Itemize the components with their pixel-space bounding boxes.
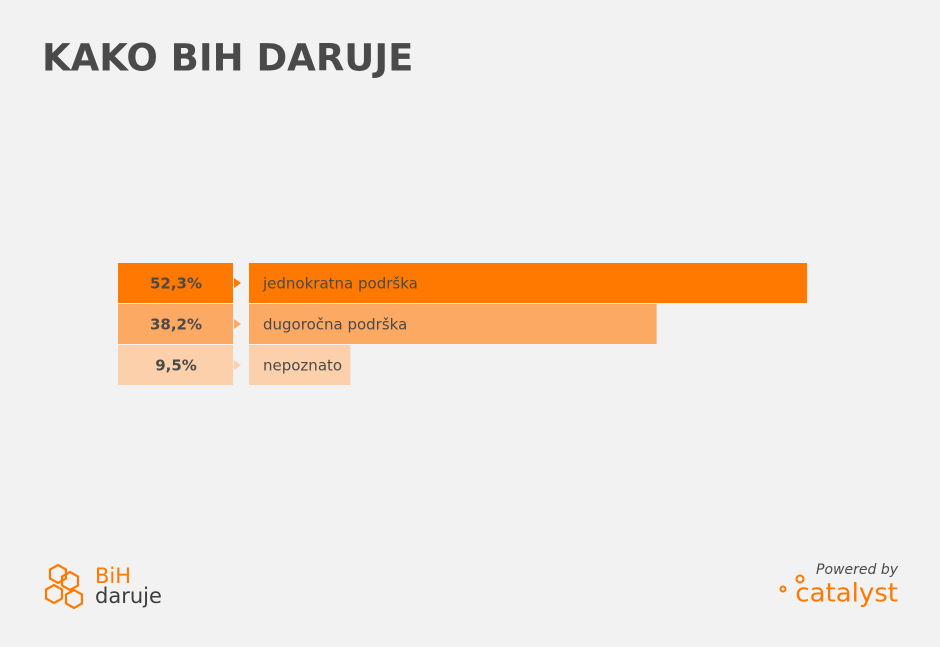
chart-title: KAKO BIH DARUJE [42,37,413,80]
partner-name: catalyst [795,579,898,609]
value-label: 9,5% [155,357,197,375]
powered-by: Powered by [816,562,899,578]
value-label: 38,2% [150,316,202,334]
partner-icon [779,574,805,593]
value-label: 52,3% [150,275,202,293]
logo-top: BiH [95,564,131,588]
label-box [118,345,233,385]
category-label: dugoročna podrška [263,316,407,334]
bar [249,263,808,303]
category-label: jednokratna podrška [262,275,418,293]
pointer [234,360,241,370]
bar [249,345,351,385]
label-box [118,263,233,303]
label-box [118,304,233,344]
bar [249,304,657,344]
pointer [234,319,241,329]
pointer [234,278,241,288]
logo-bottom: daruje [95,584,162,608]
logo-icon [44,563,84,610]
category-label: nepoznato [263,357,342,375]
